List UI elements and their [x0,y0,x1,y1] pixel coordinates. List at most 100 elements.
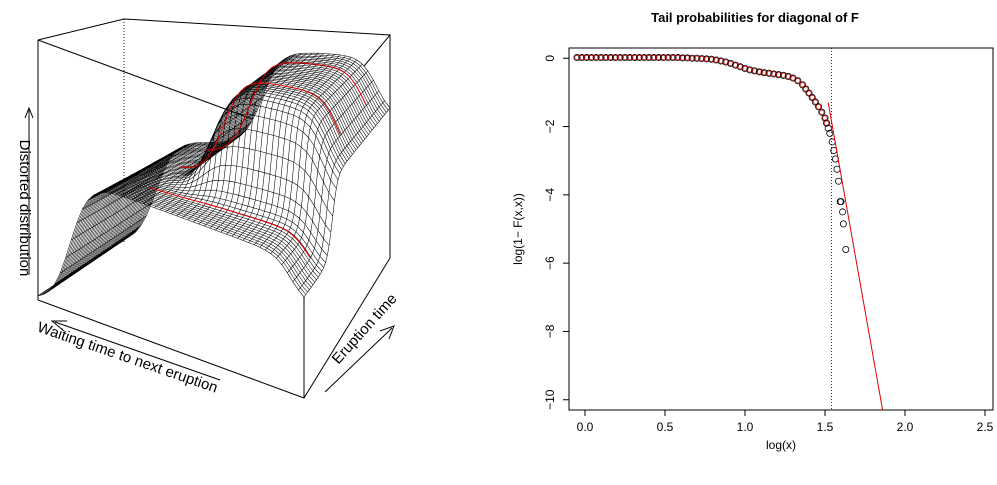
data-point-fit [617,55,623,61]
data-point [824,124,832,132]
data-point [607,54,615,62]
data-point-fit [699,56,705,62]
data-point [760,69,768,77]
data-point-fit [800,82,806,88]
data-point [679,54,687,62]
data-point [839,220,847,228]
tail-probability-plot: Tail probabilities for diagonal of F 0.0… [511,10,994,452]
box-base-front [37,257,391,399]
y-axis-arrow [324,325,395,393]
data-point-fit [622,55,628,61]
data-point [835,177,843,185]
data-point-fit [803,86,809,92]
data-point [587,54,595,62]
data-point [683,54,691,62]
data-point-fit [816,104,822,110]
data-point-fit [795,78,801,84]
surface-plot: Distorted distribution Waiting time to n… [16,18,401,399]
data-point-fit [603,55,609,61]
tail-fit-line [827,102,884,411]
data-point-fit [646,55,652,61]
data-point-fit [598,55,604,61]
data-point-fit [809,94,815,101]
data-point [674,54,682,62]
data-point [755,68,763,76]
data-point [842,245,850,253]
data-point [770,70,778,78]
x-axis-arrow [50,320,221,381]
z-axis-label: Distorted distribution [16,140,33,277]
data-point [707,55,715,63]
data-point [765,69,773,77]
data-point [578,54,586,62]
x-tick-label: 2.0 [897,420,914,434]
data-point [645,54,653,62]
y-tick-label: −4 [543,188,557,202]
data-point-fit [675,55,681,61]
data-point-fit [766,70,772,76]
data-point [659,54,667,62]
x-axis-label: Waiting time to next eruption [35,319,220,397]
data-point-fit [670,55,676,61]
data-point-fit [790,75,796,81]
data-point [818,108,826,116]
data-point [839,208,847,216]
y-axis-label: Eruption time [329,290,401,367]
data-point-fit [632,55,638,61]
data-point [823,119,831,127]
x-tick-label: 1.5 [817,420,834,434]
data-point [811,98,819,106]
data-point-fit [627,55,633,61]
data-point [573,54,581,62]
data-point-fit [806,90,812,96]
data-point-fit [588,55,594,61]
plot-frame [568,47,994,411]
data-point [669,54,677,62]
highlight-curve [149,187,311,258]
data-point-fit [665,55,671,61]
data-point [815,103,823,111]
data-point [621,54,629,62]
data-point [631,54,639,62]
data-point-fit [636,55,642,61]
x-axis-label: log(x) [766,438,796,452]
surface-mesh [37,52,391,298]
x-axis: 0.0 0.5 1.0 1.5 2.0 2.5 [577,410,994,434]
data-point [703,55,711,63]
data-point-fit [776,72,782,78]
data-point [592,54,600,62]
data-point-fit [584,55,590,61]
data-point [821,114,829,122]
data-point-fit [824,120,830,126]
y-tick-label: −6 [543,256,557,270]
data-point-fit [822,115,828,121]
data-point-fit [680,55,686,61]
data-point-fit [593,55,599,61]
y-axis: 0 −2 −4 −6 −8 −10 [543,55,569,410]
data-point-fit [812,99,818,105]
highlight-curves [149,62,367,258]
data-point [597,54,605,62]
chart-title: Tail probabilities for diagonal of F [651,10,859,25]
x-tick-label: 0.5 [657,420,674,434]
data-point [655,54,663,62]
data-point [635,54,643,62]
data-point-fit [574,55,580,61]
data-point-fit [579,55,585,61]
y-tick-label: −8 [543,324,557,338]
data-point [611,54,619,62]
data-point [794,77,802,85]
data-point-fit [660,55,666,61]
data-points [573,54,850,253]
data-point-fit [684,55,690,61]
data-point-fit [756,69,762,75]
data-point [693,54,701,62]
perspective-box-front [37,257,391,399]
data-point [826,129,834,137]
x-tick-label: 0.0 [577,420,594,434]
data-point-fit [694,55,700,61]
y-tick-label: −2 [543,119,557,133]
data-point-fit [612,55,618,61]
y-tick-label: 0 [543,55,557,62]
data-point-fit [651,55,657,61]
